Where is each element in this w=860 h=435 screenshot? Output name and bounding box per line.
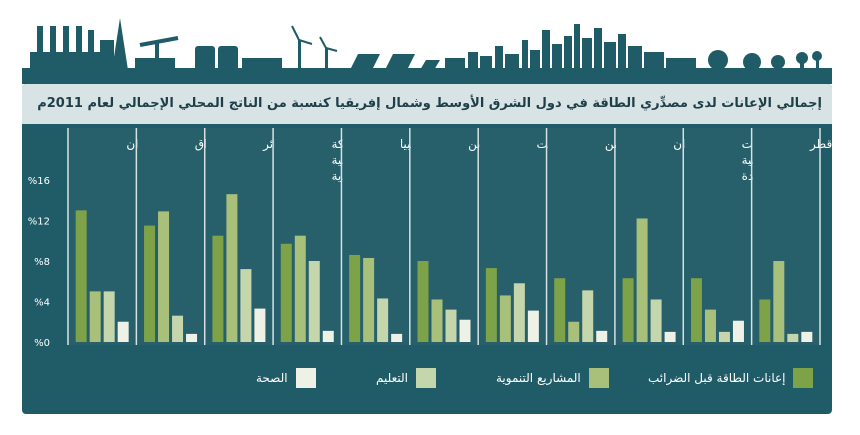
bar xyxy=(773,261,785,342)
bar xyxy=(582,290,594,342)
bar xyxy=(485,268,497,342)
bar xyxy=(650,299,662,342)
bar-chart: %0%4%8%12%16إيرانالعراقالجزائرالمملكةالع… xyxy=(28,128,832,349)
bar xyxy=(759,299,771,342)
legend-label-education: التعليم xyxy=(376,371,408,385)
bar xyxy=(596,330,608,342)
bar xyxy=(417,261,429,342)
skyline-illustration xyxy=(22,18,832,84)
legend-item-health: الصحة xyxy=(256,367,316,389)
y-tick-label: %8 xyxy=(34,257,50,268)
bar xyxy=(787,333,799,342)
legend-label-health: الصحة xyxy=(256,371,288,385)
bar xyxy=(172,315,184,342)
legend-swatch-energy xyxy=(793,368,814,388)
bar xyxy=(459,319,471,342)
legend-label-energy: إعانات الطاقة قبل الضرائب xyxy=(648,371,786,385)
bar xyxy=(158,211,170,342)
bar xyxy=(704,309,716,342)
bar xyxy=(568,321,580,342)
bar xyxy=(186,333,198,342)
bar xyxy=(240,269,252,342)
bar xyxy=(801,331,813,342)
bar xyxy=(499,295,511,342)
bar xyxy=(622,278,634,342)
bar xyxy=(732,320,744,342)
bar xyxy=(718,331,730,342)
bar xyxy=(117,321,129,342)
bar xyxy=(322,330,334,342)
bar xyxy=(554,278,566,342)
bar xyxy=(363,257,375,342)
bar xyxy=(636,218,648,342)
bar xyxy=(254,308,266,342)
bar xyxy=(294,235,306,342)
bar xyxy=(664,331,676,342)
legend-label-development: المشاريع التنموية xyxy=(496,371,581,385)
bar xyxy=(89,291,101,342)
y-tick-label: %0 xyxy=(34,338,50,349)
bar xyxy=(280,243,292,342)
legend-swatch-education xyxy=(415,368,436,388)
bar xyxy=(513,283,525,342)
bar xyxy=(445,309,457,342)
bar xyxy=(391,333,403,342)
chart-title: إجمالي الإعانات لدى مصدِّري الطاقة في دو… xyxy=(37,96,822,111)
bar xyxy=(212,235,224,342)
y-tick-label: %4 xyxy=(34,298,50,309)
bar xyxy=(349,254,361,342)
bar xyxy=(144,225,156,342)
bar xyxy=(103,291,115,342)
y-tick-label: %12 xyxy=(28,217,50,228)
bar xyxy=(431,299,443,342)
legend-item-development: المشاريع التنموية xyxy=(496,367,609,389)
legend-swatch-development xyxy=(588,368,609,388)
bar xyxy=(308,261,320,342)
bar xyxy=(527,310,539,342)
bar xyxy=(377,298,389,342)
bar xyxy=(75,210,87,342)
legend-item-energy: إعانات الطاقة قبل الضرائب xyxy=(648,367,814,389)
y-tick-label: %16 xyxy=(28,176,50,187)
bar xyxy=(690,278,702,342)
bar xyxy=(226,194,238,342)
title-bar: إجمالي الإعانات لدى مصدِّري الطاقة في دو… xyxy=(22,84,832,124)
legend-item-education: التعليم xyxy=(376,367,436,389)
legend-swatch-health xyxy=(295,368,316,388)
